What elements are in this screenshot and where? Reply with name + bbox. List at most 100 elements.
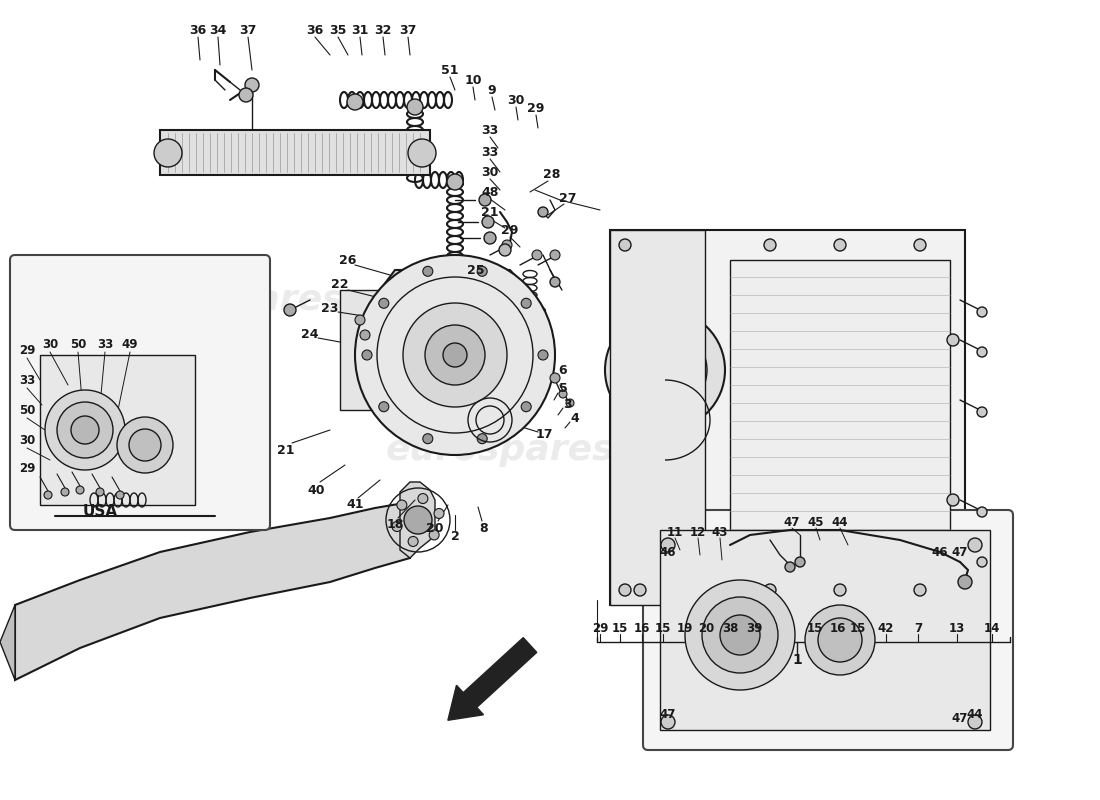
- Circle shape: [977, 557, 987, 567]
- Circle shape: [408, 139, 436, 167]
- Text: 4: 4: [571, 411, 580, 425]
- Circle shape: [968, 715, 982, 729]
- Circle shape: [657, 362, 673, 378]
- Circle shape: [914, 239, 926, 251]
- Text: 33: 33: [482, 146, 498, 158]
- Bar: [40, 355, 195, 505]
- Bar: [610, 230, 705, 605]
- Text: 41: 41: [346, 498, 364, 511]
- Text: 17: 17: [536, 427, 552, 441]
- Text: USA: USA: [82, 505, 118, 519]
- Circle shape: [914, 584, 926, 596]
- Circle shape: [538, 350, 548, 360]
- Text: 37: 37: [240, 23, 256, 37]
- Circle shape: [795, 557, 805, 567]
- Circle shape: [477, 266, 487, 276]
- Circle shape: [521, 402, 531, 412]
- Circle shape: [619, 584, 631, 596]
- Text: eurospares: eurospares: [666, 303, 894, 337]
- Text: 39: 39: [746, 622, 762, 634]
- Circle shape: [44, 491, 52, 499]
- Text: 35: 35: [329, 23, 346, 37]
- Text: 1: 1: [792, 653, 802, 667]
- Circle shape: [362, 350, 372, 360]
- Text: 44: 44: [967, 709, 983, 722]
- Text: 42: 42: [878, 622, 894, 634]
- Text: 23: 23: [321, 302, 339, 314]
- Circle shape: [407, 99, 424, 115]
- Circle shape: [834, 584, 846, 596]
- Circle shape: [661, 538, 675, 552]
- Text: 30: 30: [42, 338, 58, 351]
- Circle shape: [834, 239, 846, 251]
- Polygon shape: [15, 502, 410, 680]
- Circle shape: [559, 390, 566, 398]
- Circle shape: [818, 618, 862, 662]
- Circle shape: [422, 266, 432, 276]
- Text: 26: 26: [339, 254, 356, 266]
- Circle shape: [532, 250, 542, 260]
- Text: 48: 48: [482, 186, 498, 198]
- Polygon shape: [365, 270, 544, 425]
- Circle shape: [619, 239, 631, 251]
- Circle shape: [958, 575, 972, 589]
- Text: 20: 20: [697, 622, 714, 634]
- Text: 5: 5: [559, 382, 568, 394]
- Text: eurospares: eurospares: [386, 433, 614, 467]
- Circle shape: [550, 277, 560, 287]
- Circle shape: [502, 240, 512, 250]
- Text: 21: 21: [482, 206, 498, 218]
- Text: 11: 11: [667, 526, 683, 538]
- Circle shape: [284, 304, 296, 316]
- Text: 46: 46: [660, 546, 676, 558]
- Circle shape: [550, 373, 560, 383]
- Text: 15: 15: [612, 622, 628, 634]
- Text: 28: 28: [543, 169, 561, 182]
- Circle shape: [645, 350, 685, 390]
- Circle shape: [245, 78, 258, 92]
- Circle shape: [96, 488, 104, 496]
- Text: 40: 40: [307, 483, 324, 497]
- Circle shape: [425, 325, 485, 385]
- Text: 33: 33: [19, 374, 35, 386]
- Text: 20: 20: [427, 522, 443, 534]
- Circle shape: [484, 232, 496, 244]
- Circle shape: [977, 307, 987, 317]
- Circle shape: [408, 537, 418, 546]
- Text: 19: 19: [676, 622, 693, 634]
- Circle shape: [499, 244, 512, 256]
- Circle shape: [346, 94, 363, 110]
- Bar: [610, 230, 965, 605]
- Circle shape: [355, 255, 556, 455]
- Circle shape: [360, 330, 370, 340]
- Circle shape: [422, 434, 432, 444]
- Text: 31: 31: [351, 23, 369, 37]
- Bar: [160, 130, 430, 175]
- Text: 3: 3: [563, 398, 572, 410]
- Circle shape: [977, 507, 987, 517]
- Text: 33: 33: [97, 338, 113, 351]
- Text: 13: 13: [949, 622, 965, 634]
- Text: 22: 22: [331, 278, 349, 291]
- Circle shape: [764, 239, 776, 251]
- Circle shape: [623, 328, 707, 412]
- Circle shape: [447, 174, 463, 190]
- Text: 10: 10: [464, 74, 482, 86]
- Circle shape: [482, 216, 494, 228]
- Text: 36: 36: [307, 23, 323, 37]
- Circle shape: [443, 343, 468, 367]
- Circle shape: [521, 298, 531, 308]
- Text: 49: 49: [122, 338, 139, 351]
- Circle shape: [785, 562, 795, 572]
- Text: 43: 43: [712, 526, 728, 538]
- Text: 2: 2: [451, 530, 460, 543]
- Circle shape: [720, 615, 760, 655]
- Text: 47: 47: [952, 711, 968, 725]
- Circle shape: [117, 417, 173, 473]
- Text: 7: 7: [914, 622, 922, 634]
- Circle shape: [116, 491, 124, 499]
- Text: 15: 15: [654, 622, 671, 634]
- Text: 47: 47: [784, 515, 800, 529]
- Polygon shape: [400, 482, 434, 558]
- Circle shape: [478, 194, 491, 206]
